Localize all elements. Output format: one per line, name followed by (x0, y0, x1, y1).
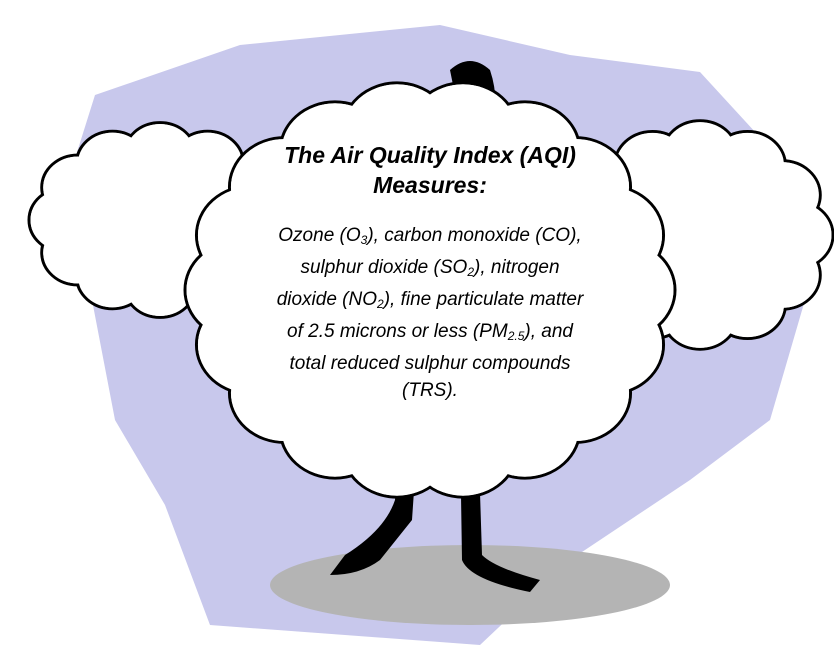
subscript: 2 (377, 297, 384, 311)
text-segment: of 2.5 microns or less (PM (287, 321, 508, 342)
body-line: dioxide (NO2), fine particulate matter (230, 286, 630, 318)
text-segment: ), carbon monoxide (CO), (367, 225, 581, 246)
body-line: total reduced sulphur compounds (230, 350, 630, 377)
text-segment: total reduced sulphur compounds (290, 353, 571, 374)
body-line: of 2.5 microns or less (PM2.5), and (230, 318, 630, 350)
text-segment: (TRS). (402, 380, 458, 401)
body-text: Ozone (O3), carbon monoxide (CO),sulphur… (230, 222, 630, 404)
text-segment: ), and (524, 321, 573, 342)
body-line: sulphur dioxide (SO2), nitrogen (230, 254, 630, 286)
illustration: The Air Quality Index (AQI)Measures: Ozo… (0, 0, 834, 654)
text-segment: sulphur dioxide (SO (300, 257, 467, 278)
body-line: Ozone (O3), carbon monoxide (CO), (230, 222, 630, 254)
text-segment: ), fine particulate matter (384, 289, 584, 310)
text-segment: ), nitrogen (474, 257, 560, 278)
title: The Air Quality Index (AQI)Measures: (230, 140, 630, 200)
title-line: Measures: (230, 170, 630, 200)
subscript: 2 (467, 265, 474, 279)
subscript: 2.5 (508, 329, 525, 343)
body-line: (TRS). (230, 377, 630, 404)
text-segment: Ozone (O (278, 225, 360, 246)
title-line: The Air Quality Index (AQI) (230, 140, 630, 170)
text-segment: dioxide (NO (277, 289, 377, 310)
